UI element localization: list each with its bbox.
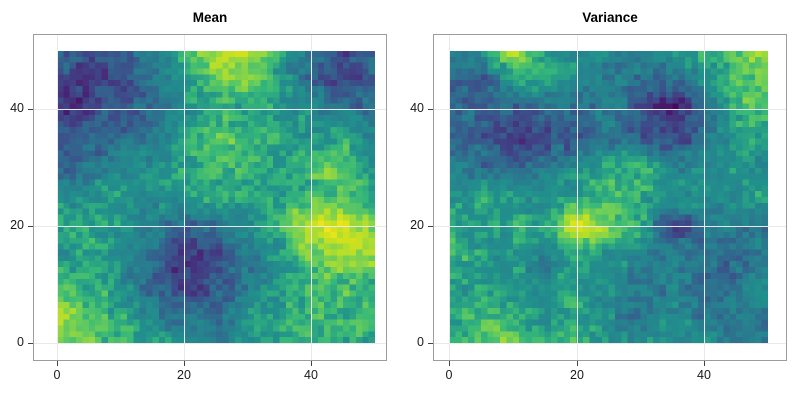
x-tick-label: 40 [697,368,711,382]
y-gridline [34,226,386,227]
y-gridline [434,109,786,110]
y-gridline [34,343,386,344]
x-tick-label: 20 [177,368,191,382]
y-tickmark [28,226,33,227]
y-tickmark [428,343,433,344]
plot-frame-variance [433,34,787,361]
y-tick-label: 40 [410,101,424,115]
y-tick-label: 20 [410,218,424,232]
y-tickmark [428,109,433,110]
plot-frame-mean [33,34,387,361]
x-tick-label: 20 [570,368,584,382]
y-tickmark [28,343,33,344]
x-tick-label: 0 [53,368,61,382]
x-gridline [311,35,312,360]
x-tickmark [57,361,58,366]
x-tick-label: 0 [445,368,453,382]
y-gridline [434,226,786,227]
x-tickmark [577,361,578,366]
plot-title-mean: Mean [192,10,228,25]
y-tickmark [428,226,433,227]
x-gridline [449,35,450,360]
x-tick-label: 40 [304,368,318,382]
y-tick-label: 0 [17,335,24,349]
y-gridline [434,343,786,344]
y-tick-label: 40 [10,101,24,115]
y-gridline [34,109,386,110]
x-tickmark [704,361,705,366]
x-tickmark [311,361,312,366]
y-tickmark [28,109,33,110]
x-gridline [577,35,578,360]
variance-heatmap-canvas [449,51,768,343]
x-gridline [704,35,705,360]
x-tickmark [184,361,185,366]
x-tickmark [449,361,450,366]
y-tick-label: 20 [10,218,24,232]
mean-heatmap-canvas [57,51,375,343]
plot-title-variance: Variance [582,10,638,25]
y-tick-label: 0 [417,335,424,349]
x-gridline [184,35,185,360]
x-gridline [57,35,58,360]
